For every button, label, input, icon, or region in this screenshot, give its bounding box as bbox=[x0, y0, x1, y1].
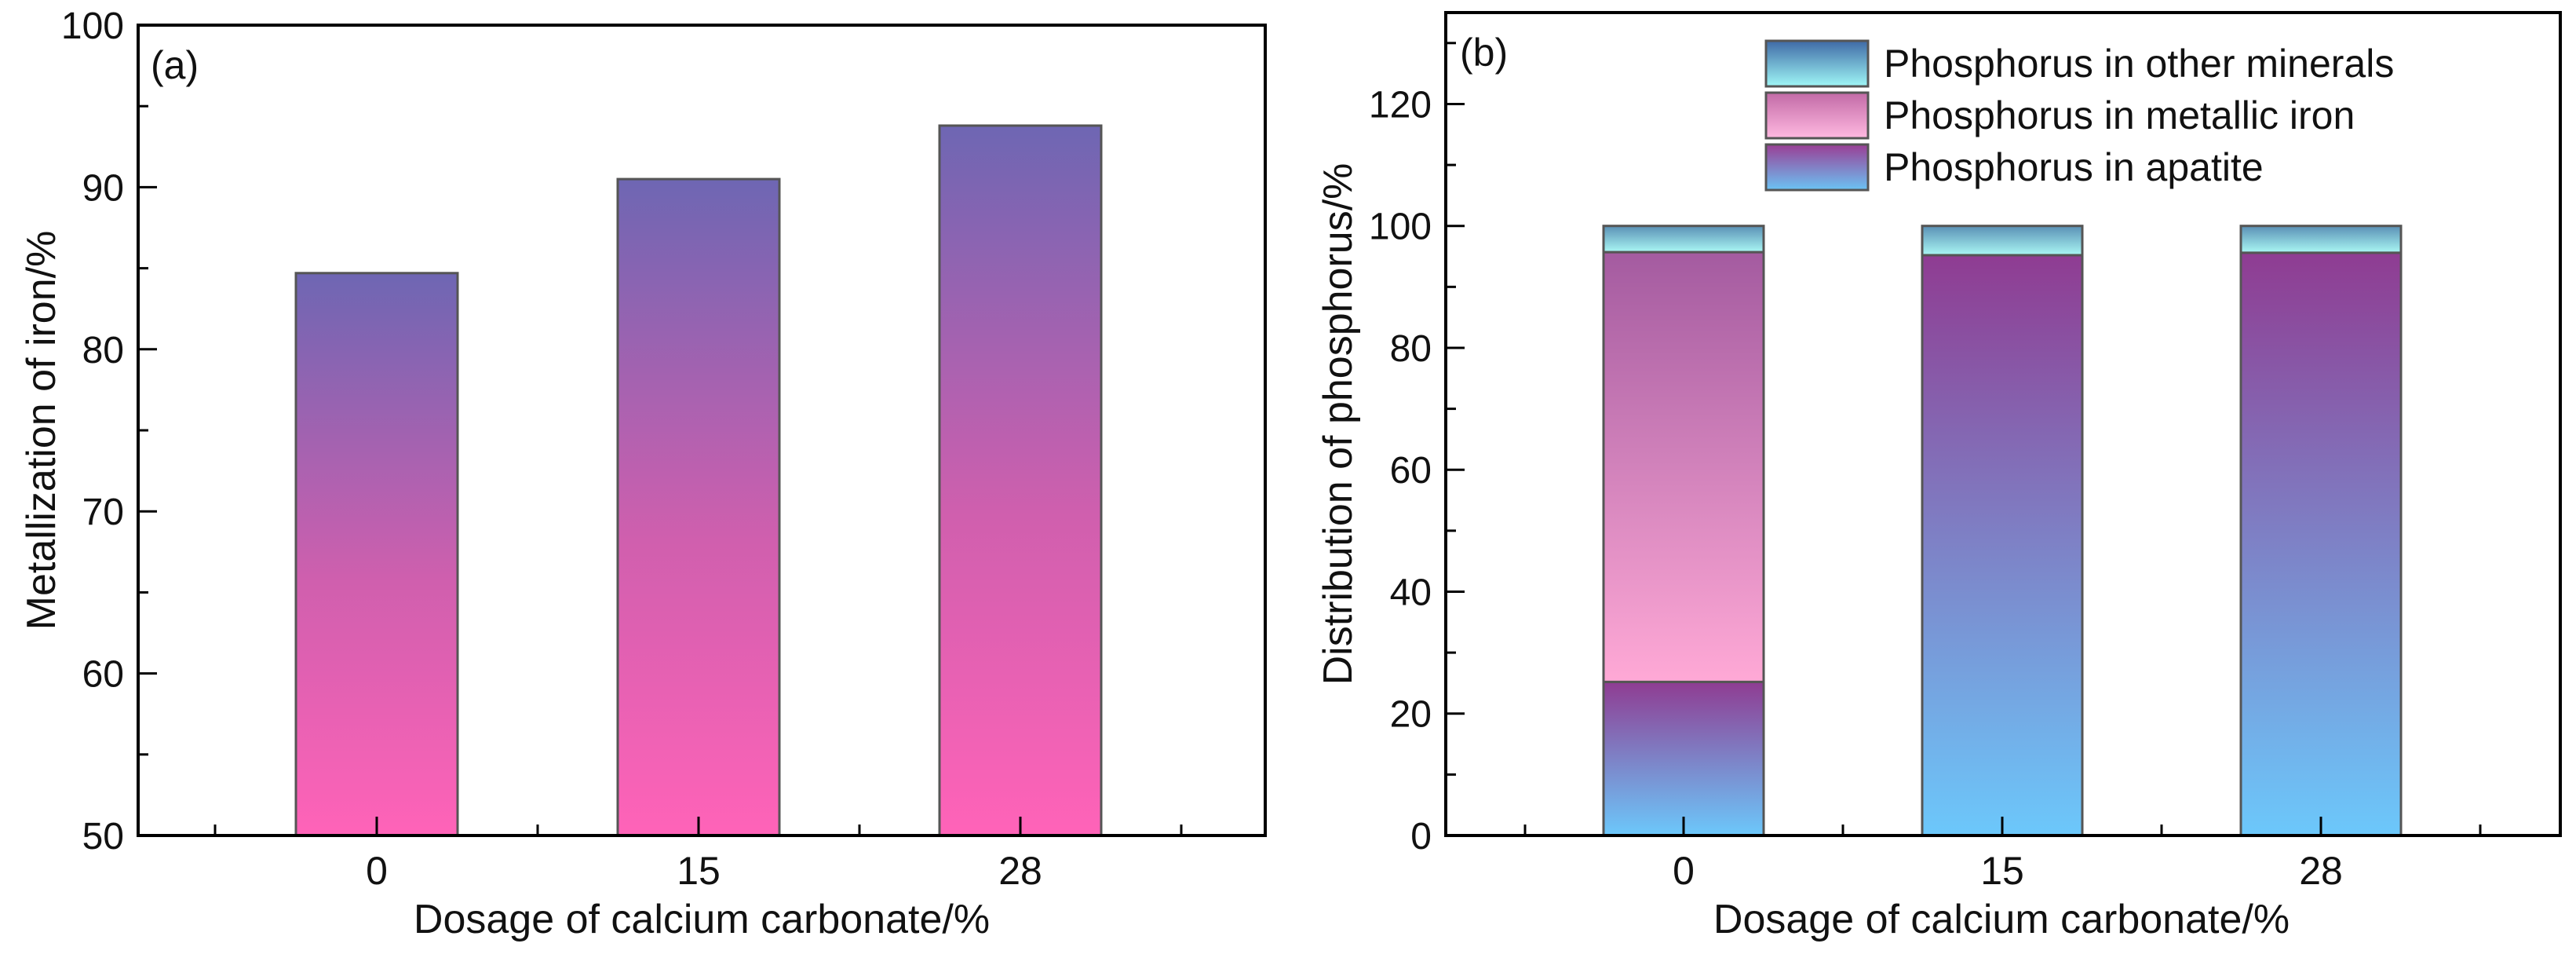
chart-b-y-tick-label-100: 100 bbox=[1369, 207, 1432, 248]
legend-label-apatite: Phosphorus in apatite bbox=[1884, 145, 2264, 189]
chart-b-legend: Phosphorus in other minerals Phosphorus i… bbox=[1764, 39, 2394, 192]
chart-a-x-tick-label-0: 0 bbox=[366, 849, 388, 893]
chart-b: 0 15 28 0 20 40 60 80 100 120 (b) Dosage of calci… bbox=[1315, 11, 2562, 942]
chart-a-y-axis-label: Metallization of iron/% bbox=[19, 231, 64, 631]
chart-b-y-tick-label-40: 40 bbox=[1390, 572, 1432, 613]
chart-a-y-tick-label-80: 80 bbox=[82, 330, 124, 371]
chart-a-panel-label: (a) bbox=[151, 43, 199, 87]
chart-b-y-tick-label-120: 120 bbox=[1369, 84, 1432, 126]
chart-b-ticks: 0 15 28 0 20 40 60 80 100 120 bbox=[1369, 42, 2482, 893]
chart-a-y-tick-label-70: 70 bbox=[82, 492, 124, 533]
legend-swatch-metallic bbox=[1764, 91, 1870, 140]
chart-a-y-tick-label-60: 60 bbox=[82, 654, 124, 696]
chart-b-x-axis-label: Dosage of calcium carbonate/% bbox=[1713, 897, 2290, 942]
chart-a-bars bbox=[294, 124, 1103, 837]
chart-b-x-tick-label-28: 28 bbox=[2299, 849, 2343, 893]
chart-b-y-tick-label-20: 20 bbox=[1390, 694, 1432, 736]
chart-b-y-tick-label-0: 0 bbox=[1410, 816, 1432, 857]
legend-swatch-other bbox=[1764, 39, 1870, 88]
chart-b-bar-15-other bbox=[1921, 225, 2084, 257]
chart-a: 0 15 28 50 60 70 80 90 100 (a) Dosage of calcium… bbox=[19, 5, 1267, 942]
legend-swatch-apatite bbox=[1764, 143, 1870, 192]
chart-a-x-tick-label-28: 28 bbox=[998, 849, 1042, 893]
chart-b-bar-28-other bbox=[2239, 225, 2403, 254]
chart-b-bar-15-apatite bbox=[1921, 254, 2084, 837]
chart-a-ticks: 0 15 28 50 60 70 80 90 100 bbox=[61, 5, 1183, 893]
legend-label-metallic: Phosphorus in metallic iron bbox=[1884, 93, 2355, 137]
chart-b-panel-label: (b) bbox=[1460, 31, 1508, 75]
chart-a-bar-15 bbox=[616, 177, 781, 837]
chart-a-y-tick-label-100: 100 bbox=[61, 5, 124, 47]
chart-b-bar-28-apatite bbox=[2239, 251, 2403, 837]
chart-b-y-tick-label-60: 60 bbox=[1390, 450, 1432, 492]
chart-b-bars bbox=[1602, 225, 2403, 837]
chart-a-bar-0 bbox=[294, 272, 459, 837]
chart-b-x-tick-label-0: 0 bbox=[1673, 849, 1695, 893]
chart-b-y-tick-label-80: 80 bbox=[1390, 328, 1432, 370]
chart-a-y-tick-label-90: 90 bbox=[82, 167, 124, 209]
chart-b-x-tick-label-15: 15 bbox=[1980, 849, 2024, 893]
chart-a-y-tick-label-50: 50 bbox=[82, 816, 124, 857]
chart-a-bar-28 bbox=[938, 124, 1103, 837]
chart-a-x-axis-label: Dosage of calcium carbonate/% bbox=[414, 897, 990, 942]
chart-b-y-axis-label: Distribution of phosphorus/% bbox=[1315, 163, 1361, 686]
chart-a-x-tick-label-15: 15 bbox=[677, 849, 721, 893]
chart-b-bar-0-apatite bbox=[1602, 680, 1765, 837]
chart-b-bar-0-metallic bbox=[1602, 250, 1765, 683]
chart-b-bar-0-other bbox=[1602, 225, 1765, 254]
legend-label-other: Phosphorus in other minerals bbox=[1884, 42, 2394, 86]
